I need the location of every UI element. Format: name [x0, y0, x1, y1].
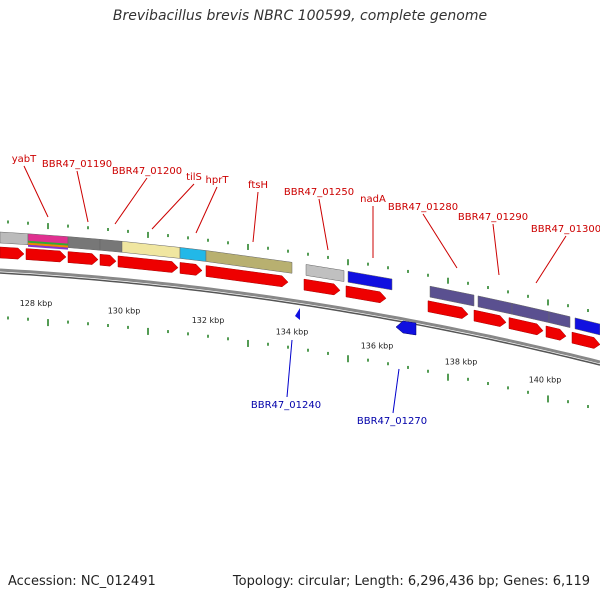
reverse-gene-shape	[395, 320, 417, 336]
gene-label: BBR47_01250	[284, 187, 354, 198]
gene-function-blocks	[0, 231, 600, 336]
gene-block	[305, 264, 345, 282]
gene-block	[477, 295, 513, 315]
leader-line	[23, 165, 49, 218]
gene-label: BBR47_01290	[458, 212, 528, 223]
cds-arrow	[99, 254, 117, 267]
scale-label: 136 kbp	[361, 341, 394, 350]
tick-row-bottom	[7, 316, 589, 409]
gene-block	[429, 285, 475, 307]
gene-block	[67, 236, 101, 251]
gene-label: BBR47_01270	[357, 416, 427, 427]
scale-label: 130 kbp	[108, 307, 141, 316]
leader-line	[535, 235, 567, 284]
gene-block	[347, 270, 393, 291]
scale-label: 134 kbp	[276, 327, 309, 336]
kbp-scale-labels: 128 kbp 130 kbp 132 kbp 134 kbp 136 kbp 138 k…	[20, 299, 562, 384]
gene-label: BBR47_01240	[251, 400, 321, 411]
reverse-gene-shape	[295, 308, 300, 320]
gene-label: tilS	[186, 172, 202, 183]
leader-line	[114, 177, 148, 225]
cds-arrow	[25, 248, 67, 263]
gene-block	[574, 317, 600, 336]
gene-block	[205, 250, 293, 274]
cds-arrow	[545, 325, 567, 341]
reverse-strand-genes	[295, 308, 417, 336]
gene-block	[179, 247, 207, 262]
backbone-shadow	[0, 272, 600, 366]
cds-arrow	[473, 309, 507, 327]
cds-arrow	[571, 331, 600, 349]
leader-line	[76, 170, 89, 223]
leader-line	[195, 186, 218, 234]
reverse-gene-labels: BBR47_01240 BBR47_01270	[251, 400, 427, 427]
cds-arrow	[427, 300, 469, 319]
cds-arrow	[67, 251, 99, 265]
backbone-line	[0, 268, 600, 364]
genome-summary-text: Topology: circular; Length: 6,296,436 bp…	[232, 574, 590, 589]
gene-label: BBR47_01200	[112, 166, 182, 177]
scale-label: 140 kbp	[529, 376, 562, 385]
leader-line	[318, 198, 329, 251]
gene-block-stripe	[28, 240, 68, 246]
page-title: Brevibacillus brevis NBRC 100599, comple…	[112, 8, 488, 24]
gene-label: BBR47_01300	[531, 224, 600, 235]
leader-line	[286, 339, 293, 398]
scale-label: 128 kbp	[20, 299, 53, 308]
gene-label: BBR47_01280	[388, 202, 458, 213]
gene-block	[121, 241, 181, 259]
gene-label: nadA	[360, 194, 386, 205]
gene-block-stripe	[28, 244, 68, 250]
genome-backbone	[0, 268, 600, 366]
gene-label: BBR47_01190	[42, 159, 112, 170]
cds-arrow	[205, 265, 289, 288]
gene-block-stripe	[28, 242, 68, 248]
label-leader-lines	[23, 165, 567, 414]
accession-text: Accession: NC_012491	[8, 574, 156, 589]
leader-line	[392, 368, 400, 414]
gene-label: yabT	[12, 154, 37, 165]
tick-row-top	[7, 220, 589, 313]
scale-label: 138 kbp	[445, 357, 478, 366]
cds-arrows	[0, 246, 600, 349]
cds-arrow	[345, 285, 387, 304]
cds-arrow	[508, 317, 544, 336]
leader-line	[252, 191, 259, 243]
cds-arrow	[179, 262, 203, 276]
gene-label: ftsH	[248, 180, 268, 191]
scale-label: 132 kbp	[192, 316, 225, 325]
gene-label: hprT	[206, 175, 230, 186]
leader-line	[422, 213, 458, 269]
gene-block	[99, 239, 123, 253]
cds-arrow	[0, 246, 25, 260]
leader-line	[492, 223, 500, 276]
cds-arrow	[303, 278, 341, 296]
cds-arrow	[117, 255, 179, 273]
gene-block	[548, 311, 571, 328]
leader-line	[151, 183, 195, 230]
gene-block	[0, 231, 29, 245]
